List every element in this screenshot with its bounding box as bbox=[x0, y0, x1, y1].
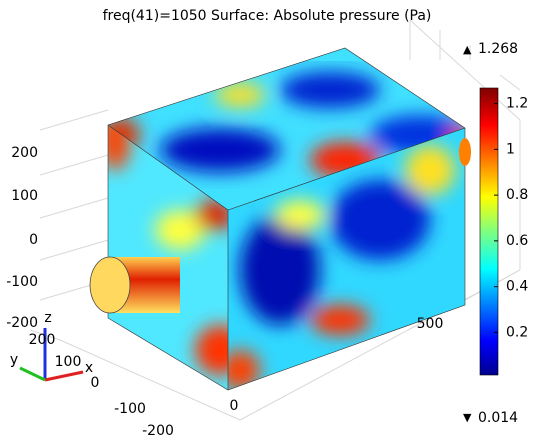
z-tick-label: 0 bbox=[29, 232, 38, 248]
x-tick-label: 500 bbox=[417, 316, 444, 332]
y-tick-label: 0 bbox=[91, 375, 100, 391]
colorbar-tick-label: 0.6 bbox=[506, 233, 528, 249]
colorbar-tick-label: 0.4 bbox=[506, 279, 528, 295]
pressure-surface bbox=[89, 47, 471, 391]
colorbar-min: 0.014 bbox=[478, 410, 518, 426]
triad-label: y bbox=[10, 352, 18, 368]
z-tick-label: -200 bbox=[6, 315, 38, 331]
z-tick-label: -100 bbox=[6, 274, 38, 290]
triad bbox=[19, 328, 84, 382]
colorbar-tick-label: 1.2 bbox=[506, 96, 528, 112]
triad-label: x bbox=[85, 360, 93, 376]
colorbar-tick-label: 0.8 bbox=[506, 187, 528, 203]
z-tick-label: 100 bbox=[11, 188, 38, 204]
y-tick-label: -200 bbox=[142, 423, 174, 439]
y-tick-label: -100 bbox=[114, 401, 146, 417]
plot-title: freq(41)=1050 Surface: Absolute pressure… bbox=[103, 8, 432, 24]
colorbar bbox=[479, 87, 499, 376]
colorbar-tick-label: 0.2 bbox=[506, 324, 528, 340]
triad-label: z bbox=[44, 310, 51, 326]
y-tick-label: 100 bbox=[55, 354, 82, 370]
colorbar-tick-label: 1 bbox=[506, 141, 515, 157]
min-arrow: ▼ bbox=[463, 411, 472, 424]
colorbar-max: 1.268 bbox=[478, 41, 518, 57]
z-tick-label: 200 bbox=[11, 145, 38, 161]
x-tick-label: 0 bbox=[230, 398, 239, 414]
y-tick-label: 200 bbox=[29, 332, 56, 348]
max-arrow: ▲ bbox=[463, 43, 472, 56]
